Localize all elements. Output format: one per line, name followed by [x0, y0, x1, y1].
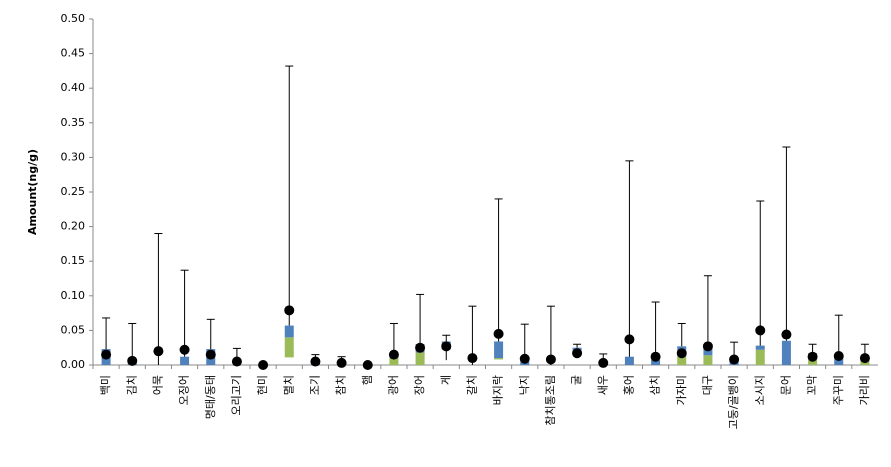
- x-tick-label: 새우: [596, 375, 609, 395]
- mean-dot: [310, 356, 321, 367]
- mean-dot: [807, 351, 818, 362]
- x-tick-label: 참치통조림: [544, 375, 557, 426]
- y-tick-label: 0.40: [61, 81, 86, 94]
- x-tick-label: 바지락: [492, 375, 505, 405]
- mean-dot: [702, 341, 713, 352]
- mean-dot: [781, 329, 792, 340]
- x-tick-label: 고둥/골뱅이: [727, 375, 740, 429]
- y-tick-label: 0.20: [61, 220, 86, 233]
- y-tick-label: 0.35: [61, 116, 86, 129]
- x-tick-label: 소시지: [753, 375, 766, 405]
- x-tick-label: 게: [439, 375, 452, 385]
- x-tick-label: 햄: [361, 375, 374, 385]
- mean-dot: [284, 305, 295, 316]
- y-tick-label: 0.45: [61, 47, 86, 60]
- mean-dot: [676, 348, 687, 359]
- x-tick-label: 명태/동태: [204, 375, 217, 419]
- box-upper: [755, 345, 765, 350]
- x-tick-label: 조기: [308, 375, 321, 395]
- x-tick-label: 오리고기: [230, 375, 243, 415]
- mean-dot: [441, 341, 452, 352]
- y-tick-label: 0.10: [61, 289, 86, 302]
- x-tick-label: 꼬막: [806, 375, 819, 395]
- x-tick-label: 대구: [701, 375, 714, 395]
- box-upper: [284, 325, 294, 338]
- mean-dot: [493, 328, 504, 339]
- box-upper: [781, 340, 791, 365]
- box-lower: [415, 352, 425, 365]
- x-tick-label: 가리비: [858, 375, 871, 405]
- y-tick-label: 0.00: [61, 358, 86, 371]
- mean-dot: [336, 357, 347, 368]
- mean-dot: [231, 356, 242, 367]
- mean-dot: [545, 354, 556, 365]
- y-tick-label: 0.15: [61, 254, 86, 267]
- x-tick-label: 현미: [256, 375, 269, 395]
- mean-dot: [624, 334, 635, 345]
- mean-dot: [362, 360, 373, 370]
- box-upper: [494, 341, 504, 359]
- mean-dot: [572, 348, 583, 359]
- box-lower: [284, 337, 294, 358]
- x-tick-label: 삼치: [649, 375, 662, 395]
- mean-dot: [258, 360, 269, 370]
- x-tick-label: 김치: [125, 375, 138, 395]
- x-tick-label: 장어: [413, 375, 426, 395]
- box-upper: [624, 356, 634, 365]
- x-tick-label: 가자미: [675, 375, 688, 405]
- x-tick-label: 오징어: [178, 375, 191, 405]
- x-tick-label: 주꾸미: [832, 375, 845, 405]
- y-tick-label: 0.30: [61, 150, 86, 163]
- y-tick-label: 0.05: [61, 323, 86, 336]
- x-tick-label: 어묵: [151, 375, 164, 395]
- mean-dot: [755, 325, 766, 336]
- box-lower: [389, 358, 399, 365]
- x-tick-label: 멸치: [282, 375, 295, 395]
- x-tick-label: 백미: [99, 375, 112, 395]
- mean-dot: [205, 349, 216, 360]
- y-axis-label: Amount(ng/g): [26, 149, 39, 235]
- box-lower: [808, 359, 818, 365]
- x-tick-label: 갈치: [464, 375, 478, 395]
- box-upper: [651, 359, 661, 365]
- mean-dot: [415, 342, 426, 353]
- mean-dot: [388, 349, 399, 360]
- box-upper: [180, 356, 190, 365]
- x-tick-label: 홍어: [621, 375, 635, 395]
- mean-dot: [153, 346, 164, 357]
- x-tick-label: 문어: [779, 375, 792, 395]
- mean-dot: [729, 354, 740, 365]
- x-tick-label: 낙지: [518, 375, 531, 395]
- x-tick-label: 굴: [570, 375, 583, 385]
- mean-dot: [519, 353, 530, 364]
- mean-dot: [859, 353, 870, 364]
- y-tick-label: 0.25: [61, 185, 86, 198]
- mean-dot: [179, 344, 190, 355]
- mean-dot: [127, 355, 138, 366]
- x-tick-label: 광어: [387, 375, 400, 395]
- mean-dot: [598, 357, 609, 368]
- box-lower: [703, 355, 713, 365]
- mean-dot: [650, 351, 661, 362]
- mean-dot: [101, 349, 112, 360]
- mean-dot: [833, 351, 844, 362]
- box-lower: [677, 356, 687, 365]
- box-lower: [755, 349, 765, 365]
- mean-dot: [467, 353, 478, 364]
- x-tick-label: 참치: [335, 375, 348, 395]
- box-lower: [494, 358, 504, 360]
- y-tick-label: 0.50: [61, 12, 86, 25]
